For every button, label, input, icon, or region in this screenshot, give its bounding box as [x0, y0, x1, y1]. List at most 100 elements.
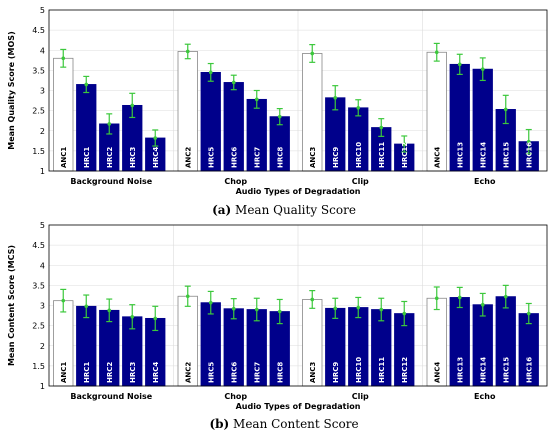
mean-marker	[457, 295, 462, 300]
bar-label: HRC5	[207, 362, 215, 383]
mean-marker	[480, 302, 485, 307]
caption-text: Mean Quality Score	[235, 203, 356, 217]
category-label: Echo	[474, 392, 496, 401]
mean-marker	[61, 56, 66, 61]
mean-marker	[434, 50, 439, 55]
mean-marker	[185, 294, 190, 299]
figure-caption: (b) Mean Content Score	[209, 417, 358, 431]
mean-marker	[208, 300, 213, 305]
mean-marker	[402, 142, 407, 146]
bar-label: HRC16	[525, 142, 533, 168]
y-tick-label: 1	[40, 167, 45, 176]
category-label: Clip	[352, 392, 369, 401]
mean-marker	[277, 114, 282, 119]
category-label: Chop	[224, 177, 247, 186]
bar-label: ANC3	[309, 362, 317, 383]
bar-label: HRC8	[276, 147, 284, 168]
bar-label: HRC3	[129, 362, 137, 383]
mean-marker	[356, 305, 361, 310]
caption-text: Mean Content Score	[233, 417, 359, 431]
mean-marker	[457, 62, 462, 67]
bar-label: HRC2	[106, 362, 114, 383]
bar-label: HRC4	[152, 147, 160, 168]
bar-label: HRC14	[479, 357, 487, 383]
bar-label: HRC16	[525, 357, 533, 383]
mean-marker	[333, 95, 338, 100]
bar-label: HRC10	[355, 357, 363, 383]
caption-letter: (b)	[209, 417, 229, 431]
mean-marker	[185, 49, 190, 54]
y-tick-label: 5	[40, 221, 45, 230]
y-tick-label: 1.5	[32, 362, 45, 371]
bar-label: ANC4	[433, 147, 441, 168]
mean-marker	[379, 307, 384, 312]
category-label: Clip	[352, 177, 369, 186]
plot-frame	[48, 9, 548, 172]
category-label: Background Noise	[70, 177, 152, 186]
mean-marker	[526, 311, 531, 316]
bar-label: HRC12	[401, 142, 409, 168]
bar-label: ANC4	[433, 362, 441, 383]
bar-label: ANC1	[60, 362, 68, 383]
category-label: Echo	[474, 177, 496, 186]
bar-label: HRC15	[502, 357, 510, 383]
plot-frame	[48, 224, 548, 387]
y-tick-label: 2.5	[32, 107, 45, 116]
y-tick-label: 3.5	[32, 281, 45, 290]
y-tick-label: 4	[40, 261, 45, 270]
mean-marker	[231, 80, 236, 85]
mean-marker	[356, 106, 361, 110]
mean-marker	[402, 311, 407, 316]
y-tick-label: 2	[40, 127, 45, 136]
mean-marker	[231, 306, 236, 311]
mean-marker	[526, 139, 531, 144]
bar-label: HRC5	[207, 147, 215, 168]
bar-label: HRC7	[253, 147, 261, 168]
mean-marker	[107, 122, 112, 126]
bar-label: HRC13	[456, 142, 464, 168]
mean-marker	[254, 97, 259, 102]
y-tick-label: 2	[40, 342, 45, 351]
bar-label: HRC6	[230, 362, 238, 383]
bar-label: ANC2	[184, 362, 192, 383]
chart-panel-b: 1 1.5 2 2.5 3 3.5 4 4.5 5 ANC1 HRC1 HRC2 HRC3 HRC4 Bac…	[7, 221, 548, 431]
bar-label: HRC11	[378, 357, 386, 383]
bar-label: HRC9	[332, 147, 340, 168]
bar-label: HRC11	[378, 142, 386, 168]
mean-marker	[503, 107, 508, 112]
mean-marker	[107, 308, 112, 313]
y-tick-label: 1.5	[32, 147, 45, 156]
caption-letter: (a)	[212, 203, 231, 217]
bar-label: HRC1	[83, 362, 91, 383]
y-tick-label: 4	[40, 46, 45, 55]
bar-label: HRC3	[129, 147, 137, 168]
bar-label: HRC2	[106, 147, 114, 168]
mean-marker	[130, 314, 135, 319]
bar-label: ANC3	[309, 147, 317, 168]
y-axis-label: Mean Quality Score (MOS)	[7, 31, 16, 149]
bar-label: HRC13	[456, 357, 464, 383]
bar-label: ANC1	[60, 147, 68, 168]
bar-label: HRC6	[230, 147, 238, 168]
y-tick-label: 5	[40, 6, 45, 15]
x-axis-label: Audio Types of Degradation	[236, 187, 361, 196]
mean-marker	[84, 82, 89, 87]
mean-marker	[130, 103, 135, 108]
bar-label: ANC2	[184, 147, 192, 168]
bar-label: HRC7	[253, 362, 261, 383]
mean-marker	[310, 51, 315, 56]
y-tick-label: 1	[40, 382, 45, 391]
category-label: Chop	[224, 392, 247, 401]
y-tick-label: 3	[40, 87, 45, 96]
y-axis-label: Mean Content Score (MCS)	[7, 245, 16, 366]
bar-label: HRC9	[332, 362, 340, 383]
bar-label: HRC14	[479, 142, 487, 168]
bar-label: HRC8	[276, 362, 284, 383]
figure-caption: (a) Mean Quality Score	[212, 203, 356, 217]
x-axis-label: Audio Types of Degradation	[236, 402, 361, 411]
mean-marker	[480, 67, 485, 71]
mean-marker	[310, 297, 315, 302]
bar-label: HRC15	[502, 142, 510, 168]
mean-marker	[208, 70, 213, 75]
